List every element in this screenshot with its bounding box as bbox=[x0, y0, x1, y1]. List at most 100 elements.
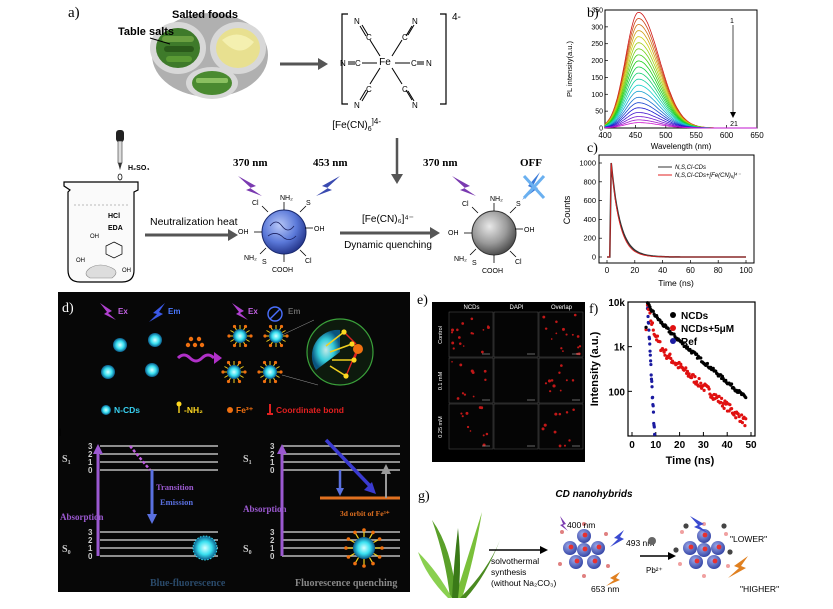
g-core-5 bbox=[702, 546, 708, 552]
panel-f-point bbox=[668, 352, 672, 356]
g-core-2 bbox=[716, 544, 722, 550]
svg-text:C: C bbox=[402, 33, 408, 42]
g-cluster-after bbox=[673, 522, 733, 578]
panel-f-ytick-label-2: 10k bbox=[608, 298, 625, 309]
g-ion-0 bbox=[680, 530, 684, 534]
panel-a: a) Salted foods Table salts 4- Fe bbox=[63, 5, 546, 283]
g-pb-3 bbox=[673, 547, 679, 553]
panel-e-spot bbox=[469, 430, 472, 432]
g-core-0 bbox=[582, 532, 588, 538]
panel-f-point bbox=[672, 332, 676, 336]
panel-f-point bbox=[699, 381, 703, 385]
panel-e-spot bbox=[571, 379, 575, 382]
salted-foods-image bbox=[150, 13, 268, 99]
panel-b-xtick-label-3: 550 bbox=[690, 131, 704, 140]
panel-f-xlabel: Time (ns) bbox=[666, 455, 715, 467]
panel-c-xtick-label-4: 80 bbox=[714, 266, 723, 275]
panel-f-point bbox=[666, 326, 670, 331]
d-orbit-label: 3d orbit of Fe³⁺ bbox=[340, 509, 390, 518]
table-salts-label: Table salts bbox=[118, 26, 174, 38]
panel-f-point bbox=[744, 417, 748, 421]
panel-f-point bbox=[679, 362, 683, 366]
panel-e-spot bbox=[552, 384, 556, 388]
d-nonrad-arrowhead bbox=[364, 482, 376, 494]
panel-e-spot bbox=[562, 350, 564, 352]
panel-b-label: b) bbox=[587, 6, 599, 21]
dynamic-quenching-label: Dynamic quenching bbox=[344, 240, 432, 251]
svg-text:OH: OH bbox=[238, 229, 249, 236]
svg-text:COOH: COOH bbox=[482, 268, 503, 275]
panel-f-point bbox=[730, 382, 734, 386]
d-free-ncds bbox=[101, 333, 162, 379]
panel-f-point bbox=[740, 421, 745, 425]
panel-b: b) 400 450 500 550 600 650 0 50 100 150 200 250 300 3… bbox=[565, 6, 764, 151]
panel-f-points bbox=[644, 301, 748, 436]
panel-e-spot bbox=[550, 379, 554, 382]
panel-f-ylabel: Intensity (a.u.) bbox=[589, 331, 601, 406]
d-transition-label: Transition bbox=[156, 482, 194, 492]
panel-f-legend-3: Ref bbox=[681, 337, 698, 348]
g-493-label: 493 nm bbox=[626, 538, 654, 548]
g-core-0 bbox=[702, 532, 708, 538]
svg-text:N: N bbox=[340, 59, 346, 68]
panel-b-xlabel: Wavelength (nm) bbox=[651, 142, 712, 151]
d-em-blocked-icon bbox=[267, 306, 283, 322]
d-fe-arrow bbox=[176, 336, 222, 364]
svg-text:synthesis: synthesis bbox=[491, 567, 526, 577]
d-up-arrowhead bbox=[381, 464, 391, 474]
panel-e-spot bbox=[460, 412, 463, 415]
panel-f-xtick-label-1: 10 bbox=[650, 440, 662, 451]
svg-text:S: S bbox=[516, 201, 521, 208]
quench-reagent-label: [Fe(CN)₆]⁴⁻ bbox=[362, 214, 414, 225]
panel-e-spot bbox=[451, 360, 453, 363]
panel-e-spot bbox=[452, 347, 455, 350]
panel-e-spot bbox=[573, 313, 577, 317]
panel-e-cell bbox=[538, 403, 584, 450]
svg-text:S: S bbox=[262, 259, 267, 266]
svg-text:N: N bbox=[426, 59, 432, 68]
panel-e: e) NCDs DAPI Overlap Control 0.1 mM 0.25 mM bbox=[417, 293, 585, 462]
panel-e-spot bbox=[466, 425, 470, 429]
panel-b-xtick-label-2: 500 bbox=[659, 131, 673, 140]
d-level-label: 2 bbox=[270, 450, 275, 459]
svg-text:S0: S0 bbox=[243, 544, 252, 556]
panel-c-ytick-label-1: 200 bbox=[583, 234, 596, 243]
panel-f-point bbox=[693, 375, 697, 379]
g-higher-bolt bbox=[728, 556, 748, 578]
panel-b-ytick-label-4: 200 bbox=[591, 58, 603, 65]
svg-text:S: S bbox=[306, 200, 311, 207]
panel-e-spot bbox=[544, 382, 548, 385]
g-ion-3 bbox=[726, 564, 730, 568]
d-legend-fe: Fe³⁺ bbox=[236, 405, 254, 415]
svg-text:S1: S1 bbox=[243, 454, 252, 466]
panel-e-cell bbox=[493, 403, 539, 450]
h2so4-label: H₂SO₄ bbox=[128, 165, 150, 172]
panel-e-spot bbox=[543, 423, 547, 427]
d-zoom-circle bbox=[281, 318, 374, 386]
g-400-bolt bbox=[560, 516, 568, 531]
panel-b-curve-start: 1 bbox=[730, 18, 734, 25]
svg-text:NH₂: NH₂ bbox=[280, 195, 293, 202]
panel-c-xtick-label-3: 60 bbox=[686, 266, 695, 275]
panel-f-point bbox=[699, 356, 703, 360]
g-ion-1 bbox=[604, 532, 608, 536]
d-level-label: 1 bbox=[270, 544, 275, 553]
panel-e-spot bbox=[559, 389, 562, 392]
d-level-label: 0 bbox=[270, 552, 275, 561]
panel-e-spot bbox=[578, 345, 582, 348]
panel-e-spot bbox=[457, 336, 461, 339]
panel-f-point bbox=[648, 353, 652, 357]
svg-text:OH: OH bbox=[448, 230, 459, 237]
panel-e-spot bbox=[483, 369, 487, 373]
panel-b-frame bbox=[604, 9, 758, 129]
excitation-bolt-left bbox=[238, 176, 262, 196]
panel-f-point bbox=[702, 388, 706, 393]
panel-b-ylabel: PL intensity(a.u.) bbox=[565, 41, 574, 97]
panel-e-spot bbox=[458, 342, 462, 345]
svg-text:Em: Em bbox=[288, 307, 300, 316]
panel-c-ytick-label-2: 400 bbox=[583, 215, 596, 224]
panel-e-spot bbox=[565, 411, 569, 414]
panel-e-spot bbox=[576, 335, 580, 338]
panel-e-spot bbox=[461, 392, 465, 395]
